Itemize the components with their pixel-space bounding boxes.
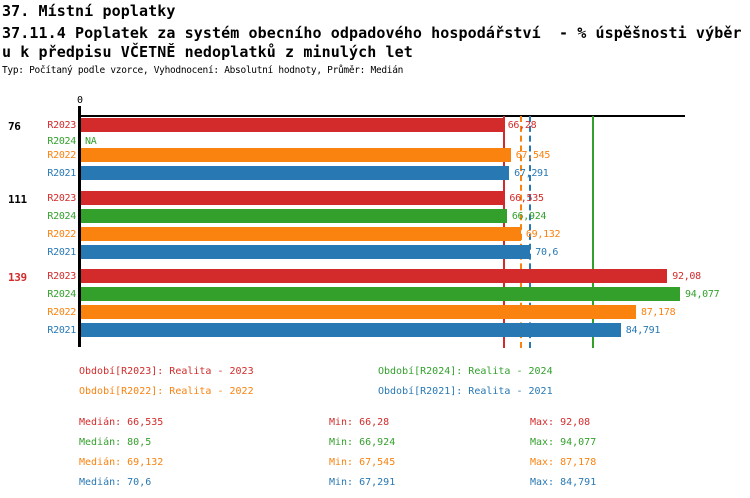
bar	[81, 323, 621, 337]
bar	[81, 166, 510, 180]
median-line-R2021	[529, 116, 532, 348]
row-year-label: R2024	[47, 289, 76, 300]
stat-max-R2023: Max: 92,08	[530, 417, 591, 428]
stat-max-R2022: Max: 87,178	[530, 457, 597, 468]
bar	[81, 148, 511, 162]
bar-value-label: 87,178	[640, 307, 676, 318]
bar	[81, 118, 503, 132]
bar-value-label: 94,077	[685, 289, 720, 300]
row-year-label: R2024	[47, 211, 76, 222]
row-year-label: R2021	[47, 168, 76, 179]
bar	[81, 227, 521, 241]
stat-max-R2021: Max: 84,791	[530, 477, 597, 488]
row-year-label: R2023	[47, 271, 76, 282]
group-count-label: 111	[8, 193, 27, 206]
stat-median-R2024: Medián: 80,5	[79, 437, 152, 448]
bar-value-label: 69,132	[525, 229, 561, 240]
bar-value-label: 66,535	[509, 193, 544, 204]
bar	[81, 209, 507, 223]
median-line-R2024	[592, 116, 595, 348]
row-year-label: R2021	[47, 325, 76, 336]
legend-item-R2021: Období[R2021]: Realita - 2021	[378, 386, 553, 397]
na-label: NA	[85, 136, 97, 147]
median-line-R2022	[519, 116, 522, 348]
indicator-meta: Typ: Počítaný podle vzorce, Vyhodnocení:…	[2, 65, 404, 76]
row-year-label: R2022	[47, 229, 76, 240]
group-count-label: 139	[8, 271, 27, 284]
row-year-label: R2022	[47, 307, 76, 318]
bar-value-label: 92,08	[672, 271, 701, 282]
page-title: 37. Místní poplatky	[2, 2, 176, 20]
bar	[81, 245, 531, 259]
bar	[81, 305, 636, 319]
stat-min-R2024: Min: 66,924	[329, 437, 396, 448]
indicator-title-line2: u k předpisu VČETNĚ nedoplatků z minulýc…	[2, 43, 413, 61]
indicator-title-line1: 37.11.4 Poplatek za systém obecního odpa…	[2, 24, 742, 42]
stat-min-R2023: Min: 66,28	[329, 417, 390, 428]
legend-item-R2024: Období[R2024]: Realita - 2024	[378, 366, 553, 377]
legend-item-R2022: Období[R2022]: Realita - 2022	[79, 386, 254, 397]
stat-median-R2021: Medián: 70,6	[79, 477, 152, 488]
stat-median-R2022: Medián: 69,132	[79, 457, 164, 468]
row-year-label: R2021	[47, 247, 76, 258]
bar	[81, 191, 505, 205]
bar	[81, 287, 680, 301]
bar-value-label: 67,291	[514, 168, 549, 179]
stat-min-R2022: Min: 67,545	[329, 457, 396, 468]
stat-max-R2024: Max: 94,077	[530, 437, 597, 448]
zero-tick-label: 0	[77, 95, 83, 106]
stat-min-R2021: Min: 67,291	[329, 477, 396, 488]
bar-value-label: 66,28	[507, 120, 537, 131]
bar-value-label: 67,545	[515, 150, 551, 161]
bar-value-label: 66,924	[511, 211, 547, 222]
row-year-label: R2024	[47, 136, 76, 147]
row-year-label: R2023	[47, 193, 76, 204]
row-year-label: R2022	[47, 150, 76, 161]
bar-value-label: 70,6	[535, 247, 559, 258]
stat-median-R2023: Medián: 66,535	[79, 417, 164, 428]
x-axis-line	[80, 115, 685, 117]
row-year-label: R2023	[47, 120, 76, 131]
bar-value-label: 84,791	[625, 325, 661, 336]
bar	[81, 269, 668, 283]
y-axis-line	[78, 106, 81, 347]
group-count-label: 76	[8, 120, 21, 133]
legend-item-R2023: Období[R2023]: Realita - 2023	[79, 366, 254, 377]
